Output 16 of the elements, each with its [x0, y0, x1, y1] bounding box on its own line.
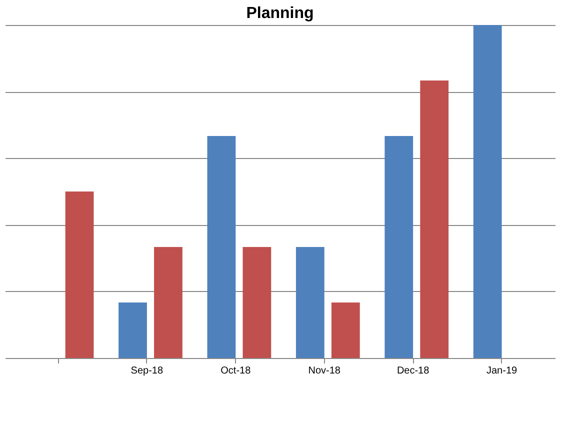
x-tick-label: Oct-18 — [220, 366, 252, 376]
bar — [154, 247, 182, 358]
bar — [420, 80, 449, 358]
x-tick-label: Jan-19 — [486, 366, 518, 376]
x-tick-label: Sep-18 — [130, 366, 164, 376]
bar — [473, 25, 502, 358]
bar — [384, 136, 414, 358]
bar — [331, 302, 360, 358]
bar — [242, 247, 272, 358]
bar — [65, 192, 94, 358]
x-tick-label: Nov-18 — [308, 366, 341, 376]
bar — [207, 136, 236, 358]
bar — [118, 302, 147, 358]
x-tick-label: Dec-18 — [396, 366, 430, 376]
chart-title: Planning — [246, 5, 314, 22]
bar — [296, 247, 324, 358]
